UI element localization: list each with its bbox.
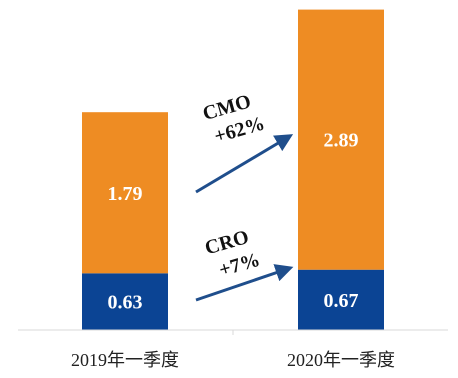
value-label-cro-1: 0.67 [324, 290, 359, 312]
category-label-1: 2020年一季度 [287, 350, 395, 370]
value-label-cmo-1: 2.89 [324, 130, 359, 152]
ticks-layer: 2019年一季度 2020年一季度 [71, 350, 395, 370]
bar-cmo-1 [298, 9, 384, 270]
value-label-cmo-0: 1.79 [108, 183, 143, 205]
arrows-layer: CMO+62% CRO+7% [195, 90, 294, 302]
category-label-0: 2019年一季度 [71, 350, 179, 370]
growth-annotation-cmo: CMO+62% [200, 90, 267, 147]
bar-cro-0 [82, 273, 168, 330]
value-label-cro-0: 0.63 [108, 292, 143, 314]
bar-cmo-0 [82, 112, 168, 274]
bars-layer [82, 9, 384, 330]
growth-arrow-cmo [195, 134, 294, 194]
bar-cro-1 [298, 269, 384, 330]
growth-annotation-cro: CRO+7% [203, 226, 263, 281]
growth-arrow-cro [195, 264, 294, 302]
labels-layer: 0.63 0.67 1.79 2.89 [108, 130, 359, 314]
